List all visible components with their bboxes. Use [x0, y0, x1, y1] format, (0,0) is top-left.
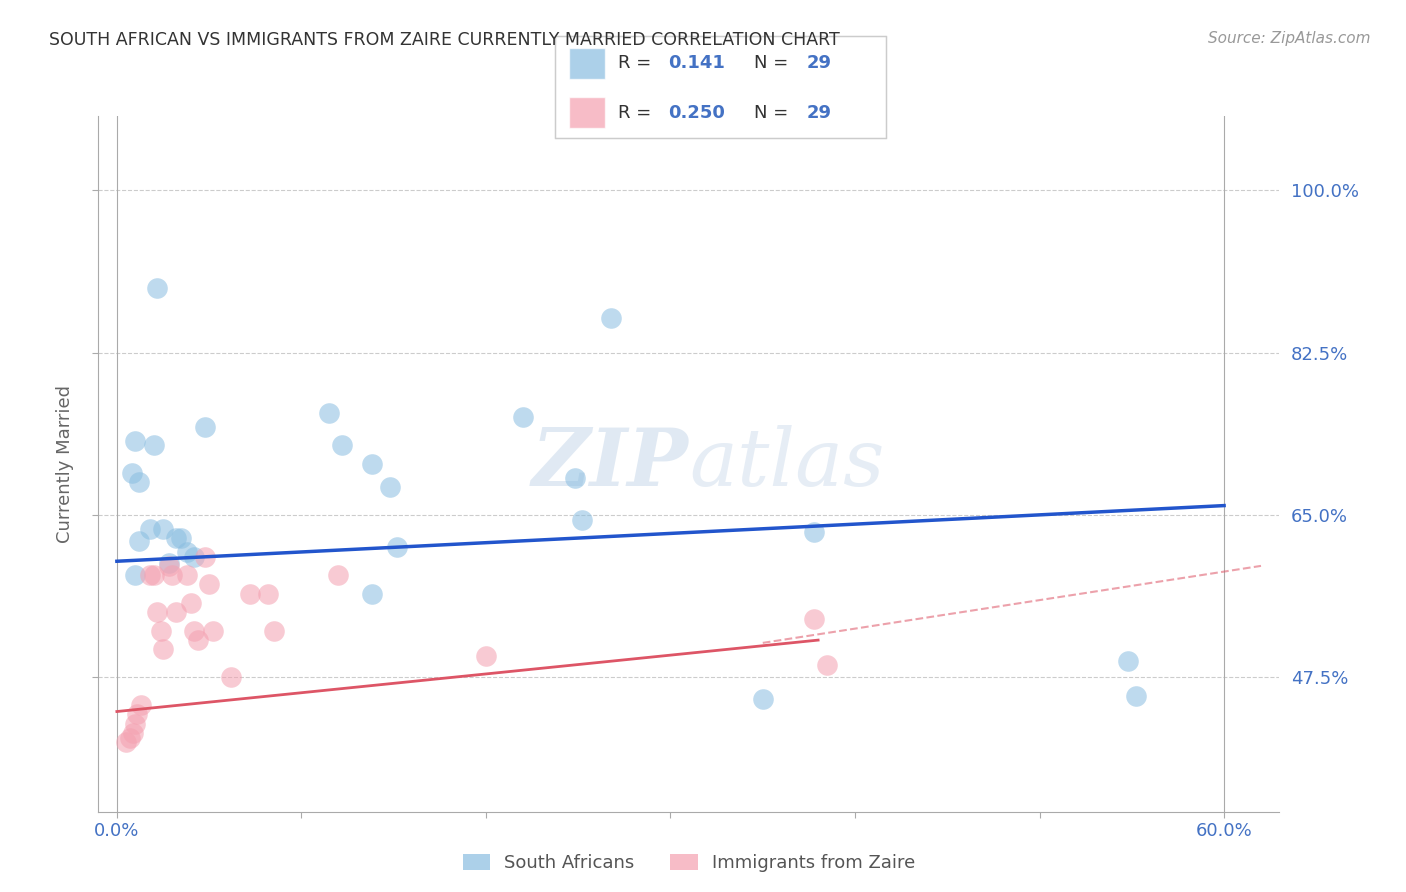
Point — [146, 280, 169, 294]
Point — [564, 471, 586, 485]
Point — [152, 522, 174, 536]
Point — [170, 531, 193, 545]
Point — [139, 568, 162, 582]
Text: 0.141: 0.141 — [668, 54, 724, 72]
Text: Source: ZipAtlas.com: Source: ZipAtlas.com — [1208, 31, 1371, 46]
Text: N =: N = — [754, 103, 793, 121]
Text: 0.250: 0.250 — [668, 103, 724, 121]
Point — [124, 716, 146, 731]
FancyBboxPatch shape — [568, 48, 605, 78]
Point — [194, 549, 217, 564]
Point — [815, 658, 838, 673]
Point — [180, 596, 202, 610]
Point — [1116, 655, 1139, 669]
Point — [378, 480, 401, 494]
Point — [128, 533, 150, 548]
Text: N =: N = — [754, 54, 793, 72]
Text: 29: 29 — [807, 103, 831, 121]
Point — [263, 624, 285, 638]
Point — [162, 568, 183, 582]
Point — [328, 568, 350, 582]
Point — [360, 587, 382, 601]
Point — [157, 556, 180, 570]
Point — [115, 735, 138, 749]
Point — [118, 731, 141, 745]
Point — [330, 438, 353, 452]
Point — [1125, 689, 1147, 703]
Legend: South Africans, Immigrants from Zaire: South Africans, Immigrants from Zaire — [456, 847, 922, 880]
Point — [165, 531, 187, 545]
Point — [475, 648, 498, 663]
Point — [150, 624, 173, 638]
Point — [194, 419, 217, 434]
Point — [239, 587, 262, 601]
Point — [142, 568, 165, 582]
Point — [512, 410, 534, 425]
Point — [165, 605, 187, 619]
Point — [139, 522, 162, 536]
Text: SOUTH AFRICAN VS IMMIGRANTS FROM ZAIRE CURRENTLY MARRIED CORRELATION CHART: SOUTH AFRICAN VS IMMIGRANTS FROM ZAIRE C… — [49, 31, 839, 49]
Point — [124, 434, 146, 448]
Text: R =: R = — [619, 103, 657, 121]
Point — [803, 524, 825, 539]
Point — [803, 612, 825, 626]
Point — [257, 587, 280, 601]
Point — [157, 558, 180, 573]
Point — [152, 642, 174, 657]
FancyBboxPatch shape — [568, 97, 605, 128]
Point — [219, 670, 243, 684]
Y-axis label: Currently Married: Currently Married — [56, 384, 75, 543]
Point — [600, 311, 623, 326]
Point — [201, 624, 224, 638]
Point — [387, 541, 409, 555]
Point — [127, 707, 149, 722]
Point — [571, 512, 593, 526]
Point — [318, 406, 340, 420]
Text: atlas: atlas — [689, 425, 884, 502]
Text: 29: 29 — [807, 54, 831, 72]
Point — [183, 624, 205, 638]
Point — [183, 549, 205, 564]
Point — [198, 577, 221, 591]
Text: ZIP: ZIP — [531, 425, 689, 502]
Point — [122, 726, 145, 740]
Point — [142, 438, 165, 452]
Point — [176, 568, 198, 582]
Point — [128, 475, 150, 490]
Point — [187, 633, 209, 648]
Point — [176, 545, 198, 559]
Point — [124, 568, 146, 582]
Point — [751, 691, 773, 706]
Point — [360, 457, 382, 471]
Text: R =: R = — [619, 54, 657, 72]
Point — [146, 605, 169, 619]
Point — [129, 698, 152, 712]
Point — [121, 466, 143, 480]
